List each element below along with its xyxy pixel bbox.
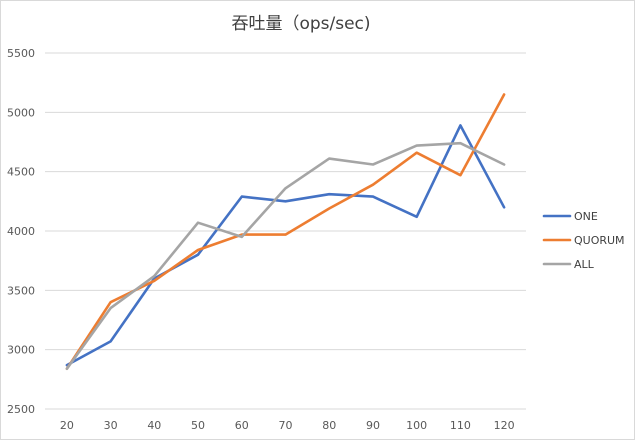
x-tick-label: 90 (366, 419, 380, 432)
x-tick-label: 50 (191, 419, 205, 432)
x-tick-label: 110 (450, 419, 471, 432)
series-lines (65, 93, 506, 371)
legend-label-quorum: QUORUM (574, 234, 625, 247)
x-tick-label: 40 (147, 419, 161, 432)
chart-title: 吞吐量（ops/sec) (231, 14, 370, 34)
y-tick-label: 5500 (7, 47, 35, 60)
x-axis-ticks: 20 30 40 50 60 70 80 90 100 110 120 (60, 419, 515, 432)
x-tick-label: 20 (60, 419, 74, 432)
y-tick-label: 4000 (7, 225, 35, 238)
y-tick-label: 4500 (7, 166, 35, 179)
legend-label-all: ALL (574, 258, 595, 271)
x-tick-label: 100 (406, 419, 427, 432)
y-axis-ticks: 2500 3000 3500 4000 4500 5000 5500 (7, 47, 35, 416)
series-line-all (65, 141, 506, 371)
x-tick-label: 70 (279, 419, 293, 432)
series-line-one (65, 124, 506, 367)
x-tick-label: 80 (322, 419, 336, 432)
legend-label-one: ONE (574, 210, 598, 223)
x-tick-label: 60 (235, 419, 249, 432)
x-tick-label: 30 (104, 419, 118, 432)
y-tick-label: 5000 (7, 106, 35, 119)
gridlines (45, 52, 526, 410)
y-tick-label: 3000 (7, 344, 35, 357)
x-tick-label: 120 (494, 419, 515, 432)
series-line-quorum (65, 93, 506, 371)
legend: ONE QUORUM ALL (542, 210, 625, 271)
y-tick-label: 3500 (7, 284, 35, 297)
y-tick-label: 2500 (7, 403, 35, 416)
